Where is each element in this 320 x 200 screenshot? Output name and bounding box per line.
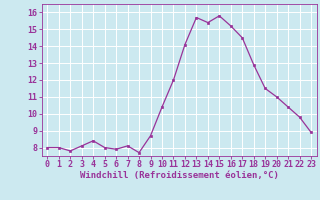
X-axis label: Windchill (Refroidissement éolien,°C): Windchill (Refroidissement éolien,°C) <box>80 171 279 180</box>
